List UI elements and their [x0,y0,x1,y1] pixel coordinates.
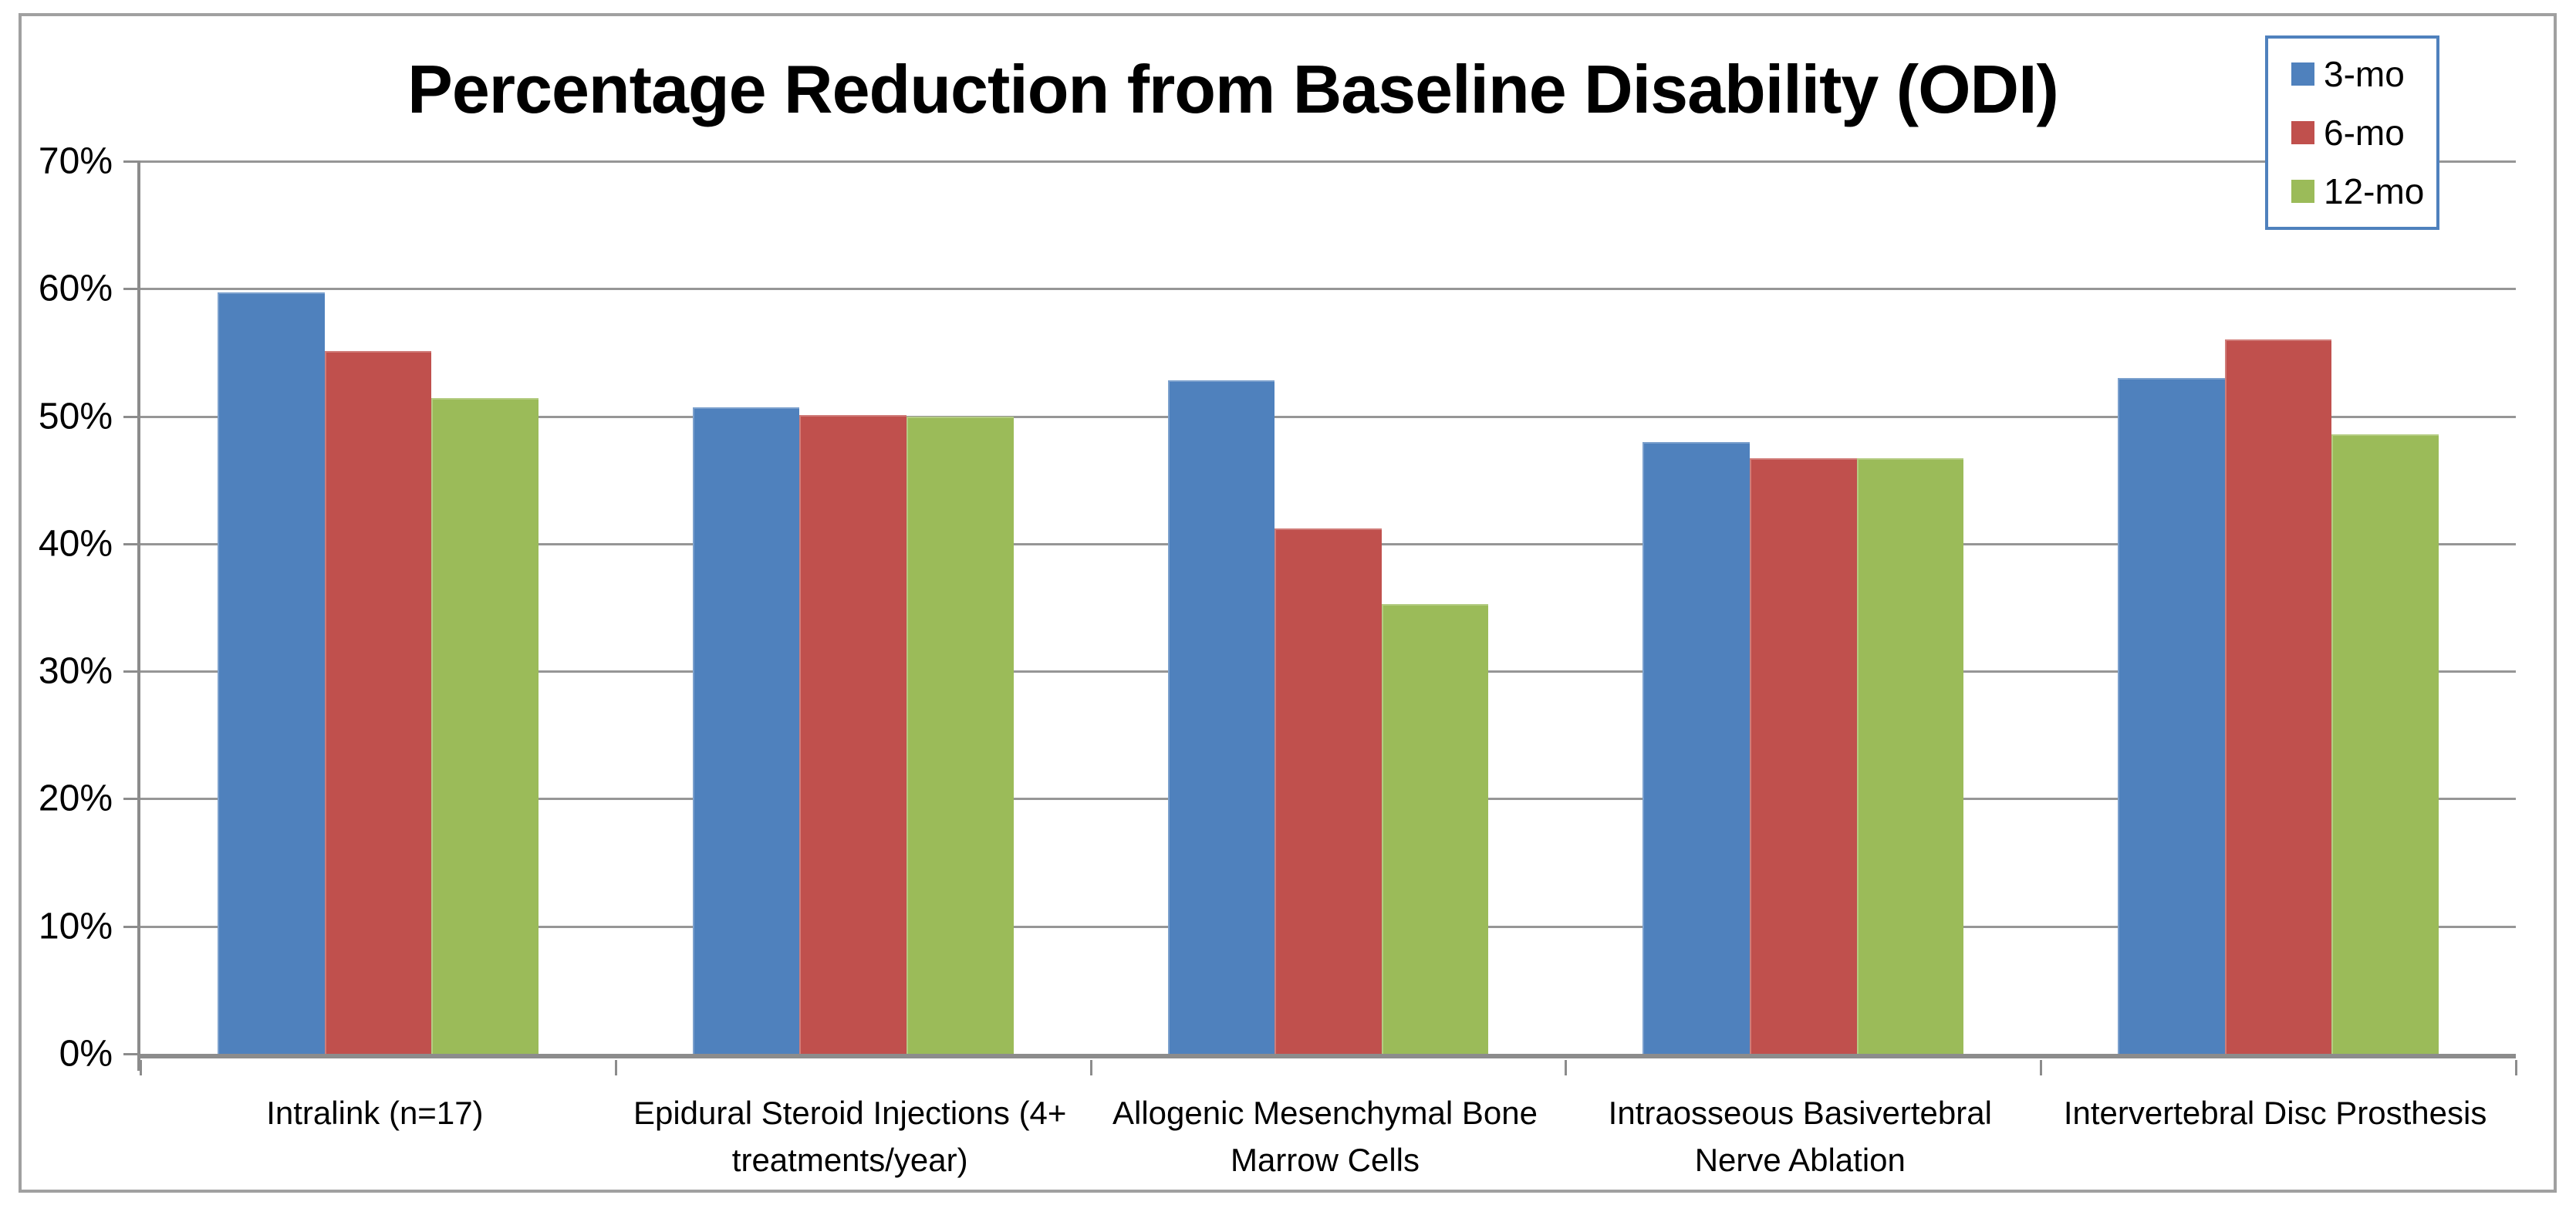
bar-3-mo-intralink-n-17 [218,292,325,1054]
bar-12-mo-intraosseous-basivertebral-nerve-ablation [1856,458,1964,1054]
x-axis-tick-3 [1565,1060,1568,1075]
legend-swatch-3-mo-icon [2291,62,2314,86]
legend-label-6-mo: 6-mo [2324,113,2405,153]
y-tick-label-70: 70% [38,140,113,182]
legend-item-6-mo: 6-mo [2291,112,2436,154]
legend-item-3-mo: 3-mo [2291,53,2436,95]
bar-12-mo-intralink-n-17 [431,398,538,1054]
y-tick-label-10: 10% [38,906,113,947]
y-axis-tick-40 [123,542,140,545]
category-label-intraosseous-basivertebral-nerve-ablation: Intraosseous Basivertebral Nerve Ablatio… [1608,1095,1992,1178]
bar-12-mo-epidural-steroid-injections-4-treatments-year [906,416,1014,1054]
plot-area [123,160,2517,1075]
gridline-70 [140,160,2516,163]
bar-3-mo-intervertebral-disc-prosthesis [2118,378,2225,1054]
bar-3-mo-intraosseous-basivertebral-nerve-ablation [1642,441,1751,1054]
y-tick-label-0: 0% [59,1033,113,1075]
y-axis-tick-30 [123,670,140,673]
bar-3-mo-epidural-steroid-injections-4-treatments-year [692,407,800,1054]
gridline-50 [140,415,2516,418]
x-axis-tick-4 [2040,1060,2043,1075]
bar-group-intervertebral-disc-prosthesis [2041,161,2516,1054]
y-axis-tick-20 [123,798,140,801]
y-axis-labels: 0% 10% 20% 30% 40% 50% 60% 70% [22,141,113,1075]
category-label-intervertebral-disc-prosthesis: Intervertebral Disc Prosthesis [2063,1095,2487,1131]
bar-12-mo-allogenic-mesenchymal-bone-marrow-cells [1381,603,1489,1054]
category-label-epidural-steroid-injections-4-treatments-year: Epidural Steroid Injections (4+ treatmen… [633,1095,1067,1178]
x-axis-labels: Intralink (n=17) Epidural Steroid Injecti… [137,1090,2513,1183]
bar-group-epidural-steroid-injections-4-treatments-year [616,161,1091,1054]
bar-6-mo-allogenic-mesenchymal-bone-marrow-cells [1274,528,1382,1054]
y-tick-label-30: 30% [38,650,113,692]
x-axis-tick-0 [140,1060,142,1075]
y-tick-label-40: 40% [38,523,113,565]
y-axis-tick-10 [123,925,140,928]
legend-swatch-12-mo-icon [2291,180,2314,203]
y-axis-tick-50 [123,415,140,418]
legend: 3-mo 6-mo 12-mo [2265,35,2439,230]
y-axis-tick-70 [123,160,140,163]
chart-title: Percentage Reduction from Baseline Disab… [407,51,2059,127]
legend-label-12-mo: 12-mo [2324,171,2425,211]
y-axis-tick-0 [123,1053,140,1055]
y-tick-label-50: 50% [38,396,113,437]
category-label-allogenic-mesenchymal-bone-marrow-cells: Allogenic Mesenchymal Bone Marrow Cells [1112,1095,1538,1178]
y-axis-tick-60 [123,288,140,291]
bar-group-allogenic-mesenchymal-bone-marrow-cells [1091,161,1566,1054]
y-axis-line-stub [137,1054,140,1071]
category-label-intralink-n-17: Intralink (n=17) [266,1095,484,1131]
bar-6-mo-intraosseous-basivertebral-nerve-ablation [1750,458,1857,1054]
x-axis-tick-5 [2515,1060,2517,1075]
bar-3-mo-allogenic-mesenchymal-bone-marrow-cells [1167,380,1275,1054]
legend-item-12-mo: 12-mo [2291,170,2436,212]
y-tick-label-20: 20% [38,778,113,819]
bar-group-intraosseous-basivertebral-nerve-ablation [1565,161,2041,1054]
y-tick-label-60: 60% [38,268,113,309]
bar-6-mo-epidural-steroid-injections-4-treatments-year [799,414,906,1054]
bar-6-mo-intralink-n-17 [324,351,432,1054]
bar-group-intralink-n-17 [140,161,616,1054]
bar-6-mo-intervertebral-disc-prosthesis [2224,339,2332,1054]
chart-frame: Percentage Reduction from Baseline Disab… [19,13,2557,1193]
legend-label-3-mo: 3-mo [2324,54,2405,94]
gridline-60 [140,288,2516,291]
x-axis-tick-2 [1089,1060,1092,1075]
bar-12-mo-intervertebral-disc-prosthesis [2331,434,2439,1054]
legend-swatch-6-mo-icon [2291,121,2314,144]
x-axis-tick-1 [614,1060,617,1075]
